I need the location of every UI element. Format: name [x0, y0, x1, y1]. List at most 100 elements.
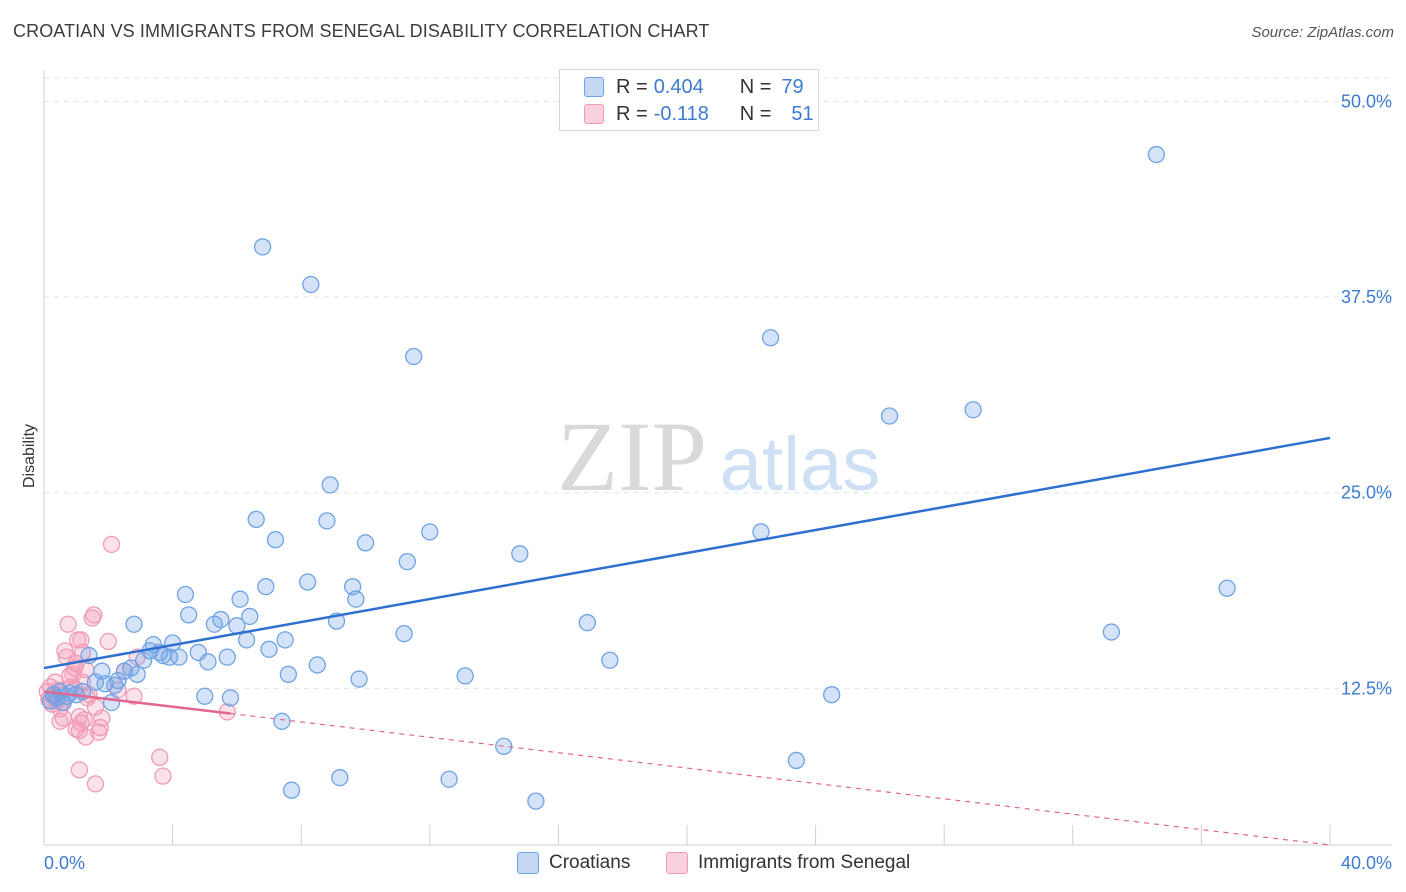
bottom-swatch-senegal [666, 852, 688, 874]
bottom-legend-croatians: Croatians [517, 852, 630, 874]
croatians-point [180, 606, 198, 624]
croatians-points [41, 145, 1236, 810]
senegal-point [56, 642, 74, 660]
croatians-point [350, 670, 368, 688]
croatians-point [318, 512, 336, 530]
senegal-point [125, 687, 143, 705]
croatians-point [170, 648, 188, 666]
legend-n-value: 79 [781, 75, 804, 98]
croatians-point [302, 275, 320, 294]
legend-swatch-senegal [584, 104, 604, 124]
croatians-point [241, 607, 259, 626]
senegal-point [93, 709, 111, 727]
legend-r-value: 0.404 [653, 75, 704, 98]
legend-n-value: 51 [791, 102, 814, 125]
legend-r-label: R = [616, 75, 648, 98]
croatians-point [964, 401, 982, 419]
croatians-point [260, 640, 278, 658]
watermark-zip: ZIP [557, 401, 707, 512]
croatians-point [395, 624, 413, 643]
croatians-point [823, 686, 841, 704]
senegal-trend-line [43, 690, 231, 715]
legend-r-value: -0.118 [653, 102, 709, 125]
senegal-point [151, 748, 169, 766]
legend-n-label: N = [739, 75, 772, 98]
croatians-point [752, 523, 770, 541]
croatians-point [273, 712, 291, 730]
source-label: Source: ZipAtlas.com [1251, 24, 1394, 41]
croatians-point [109, 671, 127, 690]
croatians-point [199, 653, 217, 671]
croatians-point [196, 687, 214, 705]
senegal-point [77, 728, 95, 746]
croatians-point [231, 590, 249, 608]
senegal-point [154, 767, 172, 785]
trend-lines [43, 436, 1331, 846]
croatians-point [787, 751, 805, 770]
legend: R = 0.404 N = 79 R = -0.118 N = 51 [559, 69, 819, 131]
croatians-point [257, 578, 275, 596]
senegal-point [59, 615, 77, 633]
croatians-point [106, 676, 124, 694]
croatians-point [221, 689, 240, 707]
croatians-point [176, 585, 195, 604]
y-tick-labels: 12.5% 25.0% 37.5% 50.0% [1341, 91, 1392, 698]
y-tick-label: 12.5% [1341, 678, 1392, 698]
x-tick-labels: 0.0% 40.0% [44, 853, 1392, 873]
croatians-point [321, 476, 339, 494]
bottom-swatch-croatians [517, 852, 539, 874]
legend-row-senegal: R = -0.118 N = 51 [584, 102, 814, 126]
watermark-atlas: atlas [720, 422, 881, 507]
croatians-point [495, 737, 513, 756]
croatians-trend-line [43, 436, 1331, 670]
senegal-point [102, 535, 121, 554]
croatians-point [331, 769, 349, 787]
croatians-point [282, 781, 301, 799]
y-axis-label: Disability [21, 424, 38, 488]
croatians-point [1102, 623, 1121, 641]
senegal-point [72, 631, 90, 649]
croatians-point [218, 648, 236, 666]
croatians-point [160, 648, 179, 666]
croatians-point [298, 573, 317, 591]
croatians-point [253, 238, 272, 256]
croatians-point [125, 615, 143, 633]
croatians-point [578, 614, 596, 632]
croatians-point [511, 545, 529, 563]
croatians-point [398, 552, 416, 571]
legend-swatch-croatians [584, 77, 604, 97]
croatians-point [1218, 579, 1236, 597]
chart-title: CROATIAN VS IMMIGRANTS FROM SENEGAL DISA… [13, 21, 710, 41]
croatians-point [308, 656, 326, 674]
y-tick-label: 25.0% [1341, 483, 1392, 503]
x-tick-label: 40.0% [1341, 853, 1392, 873]
x-tick-label: 0.0% [44, 853, 85, 873]
croatians-point [880, 407, 899, 425]
senegal-point [99, 632, 117, 651]
croatians-point [527, 792, 545, 810]
bottom-legend-label-senegal: Immigrants from Senegal [698, 852, 911, 873]
senegal-point [86, 775, 105, 793]
senegal-point [85, 606, 103, 624]
senegal-point [86, 698, 105, 716]
croatians-point [601, 651, 619, 669]
croatians-point [421, 523, 439, 541]
croatians-point [212, 610, 230, 629]
legend-n-label: N = [739, 102, 772, 125]
croatians-point [456, 667, 474, 685]
croatians-point [122, 659, 140, 677]
senegal-point [70, 722, 89, 740]
croatians-point [135, 651, 153, 669]
bottom-legend-senegal: Immigrants from Senegal [666, 852, 910, 874]
croatians-point [1147, 145, 1166, 164]
croatians-point [761, 329, 780, 347]
bottom-legend: Croatians Immigrants from Senegal [0, 852, 1406, 878]
legend-row-croatians: R = 0.404 N = 79 [584, 75, 804, 99]
croatians-point [128, 665, 146, 683]
croatians-point [247, 510, 265, 528]
senegal-point [70, 761, 89, 779]
axes [43, 70, 1392, 846]
watermark: ZIP atlas [557, 401, 880, 512]
croatians-point [276, 631, 294, 649]
croatians-point [405, 347, 423, 366]
